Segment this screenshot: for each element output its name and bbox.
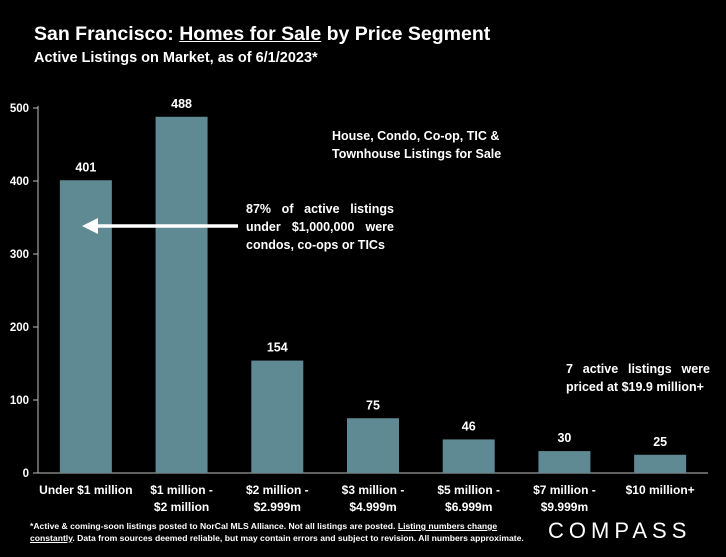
title-block: San Francisco: Homes for Sale by Price S… (34, 22, 490, 68)
title-prefix: San Francisco: (34, 23, 180, 45)
y-tick-label-4: 400 (10, 176, 29, 188)
bar-value-label-0: 401 (75, 160, 96, 174)
annotation-over-19m: 7 active listings were priced at $19.9 m… (566, 360, 710, 396)
bar-4 (442, 439, 495, 473)
x-category-label-2: $2 million -$2.999m (246, 483, 309, 514)
y-tick-label-0: 0 (23, 468, 29, 480)
annotation-under-1m-line-1: 87% of active listings (246, 202, 394, 216)
chart-title: San Francisco: Homes for Sale by Price S… (34, 22, 490, 46)
bar-3 (347, 418, 399, 473)
bar-5 (538, 451, 591, 473)
bar-value-label-2: 154 (267, 341, 288, 355)
y-tick-label-1: 100 (10, 395, 29, 407)
bar-2 (251, 360, 304, 473)
title-suffix: by Price Segment (321, 23, 491, 45)
x-category-label-1: $1 million -$2 million (150, 483, 213, 514)
bar-1 (155, 116, 208, 473)
annotation-under-1m-line-3: condos, co-ops or TICs (246, 238, 385, 252)
x-category-label-5: $7 million -$9.999m (533, 483, 596, 514)
bar-value-label-4: 46 (462, 419, 476, 433)
x-category-label-6: $10 million+ (626, 483, 695, 497)
chart-subtitle: Active Listings on Market, as of 6/1/202… (34, 50, 318, 66)
footer-part-2: . Data from sources deemed reliable, but… (72, 533, 524, 543)
y-tick-label-5: 500 (10, 103, 29, 115)
bar-6 (634, 454, 687, 473)
bar-value-label-1: 488 (171, 97, 192, 111)
annotation-under-1m: 87% of active listings under $1,000,000 … (246, 200, 394, 254)
annotation-over-19m-line-1: 7 active listings were (566, 362, 710, 376)
title-underlined: Homes for Sale (179, 23, 322, 45)
annotation-house-line-1: House, Condo, Co-op, TIC & (332, 129, 500, 143)
bar-value-label-3: 75 (366, 398, 380, 412)
bar-value-label-5: 30 (557, 431, 571, 445)
compass-logo: COMPASS (548, 518, 692, 543)
footer-part-1: *Active & coming-soon listings posted to… (30, 521, 398, 531)
x-category-label-4: $5 million -$6.999m (437, 483, 500, 514)
annotation-over-19m-line-2: priced at $19.9 million+ (566, 380, 704, 394)
x-category-label-3: $3 million -$4.999m (342, 483, 405, 514)
footer-underlined: Listing numbers change constantly (30, 521, 498, 543)
footer-disclaimer: *Active & coming-soon listings posted to… (30, 520, 540, 544)
annotation-under-1m-line-2: under $1,000,000 were (246, 220, 394, 234)
bar-value-label-6: 25 (653, 435, 667, 449)
y-tick-label-3: 300 (10, 249, 29, 261)
annotation-house-line-2: Townhouse Listings for Sale (332, 147, 502, 161)
y-tick-label-2: 200 (10, 322, 29, 334)
bar-0 (59, 180, 112, 473)
annotation-house-types: House, Condo, Co-op, TIC & Townhouse Lis… (332, 127, 522, 163)
annotation-arrow-head (82, 218, 98, 234)
x-category-label-0: Under $1 million (39, 483, 132, 497)
